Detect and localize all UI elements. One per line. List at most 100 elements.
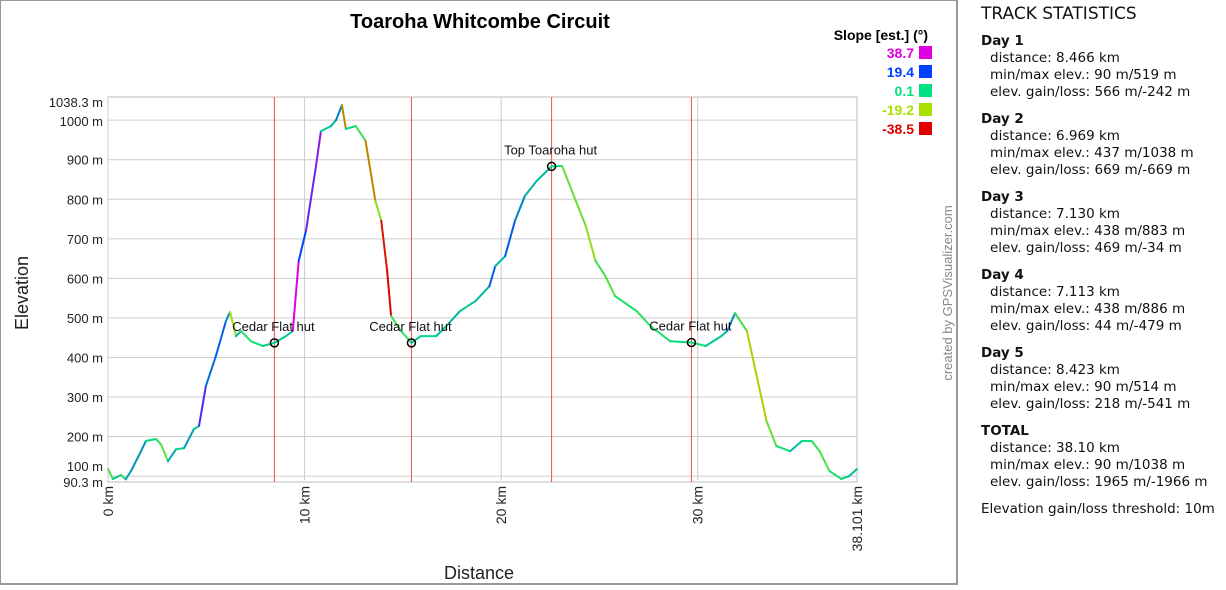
y-tick-label: 400 m [67, 350, 103, 365]
elevation-segment [690, 341, 707, 348]
y-tick-label: 800 m [67, 192, 103, 207]
elevation-segment [445, 310, 461, 328]
section-title: Day 1 [981, 33, 1024, 49]
waypoint-marker[interactable] [269, 338, 280, 348]
elevation-chart: Toaroha Whitcombe Circuit Distance Eleva… [0, 0, 958, 585]
x-axis-label: Distance [444, 563, 514, 583]
elevation-segment [574, 199, 587, 227]
y-tick-label: 1038.3 m [49, 95, 103, 110]
gain-loss-text: elev. gain/loss: 669 m/-669 m [990, 162, 1191, 178]
legend-swatch [919, 103, 932, 116]
x-tick-label: 0 km [100, 486, 116, 516]
stats-section: Day 5 distance: 8.423 km min/max elev.: 90… [981, 345, 1215, 413]
elevation-segment [214, 320, 227, 357]
legend-swatch [919, 84, 932, 97]
x-tick-label: 10 km [297, 486, 313, 524]
min-max-elevation-text: min/max elev.: 438 m/886 m [990, 301, 1186, 317]
waypoint-label: Cedar Flat hut [649, 318, 732, 333]
elevation-segment [848, 468, 858, 478]
elevation-segment [488, 265, 497, 288]
elevation-segment [198, 384, 207, 427]
elevation-segment [273, 335, 287, 344]
chart-title: Toaroha Whitcombe Circuit [350, 11, 610, 33]
elevation-segment [229, 311, 237, 338]
elevation-segment [140, 439, 147, 453]
y-tick-label: 500 m [67, 311, 103, 326]
waypoint-marker[interactable] [686, 337, 697, 348]
stats-title: TRACK STATISTICS [981, 4, 1137, 24]
elevation-segment [474, 285, 491, 302]
elevation-segment [354, 125, 367, 142]
elevation-segment [304, 165, 317, 232]
elevation-segment [410, 335, 422, 344]
section-title: Day 4 [981, 267, 1024, 283]
elevation-segment [523, 180, 538, 198]
elevation-segment [745, 329, 758, 378]
credit-text: created by GPSVisualizer.com [940, 205, 955, 380]
min-max-elevation-text: min/max elev.: 437 m/1038 m [990, 145, 1194, 161]
min-max-elevation-text: min/max elev.: 90 m/1038 m [990, 457, 1186, 473]
section-title: Day 3 [981, 189, 1024, 205]
y-tick-label: 300 m [67, 390, 103, 405]
min-max-elevation-text: min/max elev.: 90 m/514 m [990, 379, 1177, 395]
stats-section: Day 1 distance: 8.466 km min/max elev.: 90… [981, 33, 1215, 101]
legend-label: 0.1 [895, 83, 915, 99]
stats-section: Day 2 distance: 6.969 km min/max elev.: 43… [981, 111, 1215, 179]
stats-section: TOTAL distance: 38.10 km min/max elev.: 90… [981, 423, 1215, 491]
y-tick-label: 700 m [67, 232, 103, 247]
elevation-segment [261, 341, 276, 348]
elevation-segment [604, 275, 617, 298]
waypoint-label: Cedar Flat hut [369, 319, 452, 334]
elevation-segment [561, 165, 577, 202]
elevation-segment [111, 473, 122, 480]
x-tick-label: 38.101 km [849, 486, 865, 551]
elevation-segment [130, 450, 143, 473]
y-tick-label: 90.3 m [63, 475, 103, 490]
min-max-elevation-text: min/max elev.: 90 m/519 m [990, 67, 1177, 83]
elevation-segment [119, 473, 127, 481]
elevation-segment [458, 299, 477, 313]
elevation-segment [765, 420, 778, 448]
elevation-segment [726, 312, 737, 332]
elevation-segment [183, 428, 195, 450]
distance-text: distance: 8.466 km [990, 50, 1120, 66]
x-tick-label: 20 km [493, 486, 509, 524]
waypoint-label: Top Toaroha hut [504, 142, 597, 157]
legend-title: Slope [est.] (°) [834, 27, 928, 43]
section-title: Day 2 [981, 111, 1024, 127]
elevation-segment [818, 450, 831, 473]
elevation-segment [828, 470, 843, 480]
elevation-segment [504, 220, 516, 258]
elevation-segment [704, 335, 723, 348]
elevation-segment [166, 448, 178, 463]
stats-day-list: Day 1 distance: 8.466 km min/max elev.: 90… [981, 33, 1215, 491]
legend-swatch [919, 65, 932, 78]
elevation-segment [399, 329, 413, 344]
waypoint-marker[interactable] [546, 161, 557, 172]
elevation-segment [840, 475, 851, 480]
elevation-segment [284, 329, 294, 338]
elevation-segment [340, 104, 347, 130]
elevation-segment [160, 443, 169, 463]
gain-loss-text: elev. gain/loss: 218 m/-541 m [990, 396, 1191, 412]
elevation-segment [720, 329, 729, 338]
elevation-segment [594, 259, 607, 278]
elevation-segment [649, 325, 672, 343]
elevation-segment [204, 354, 217, 387]
elevation-segment [224, 311, 232, 323]
distance-text: distance: 6.969 km [990, 128, 1120, 144]
elevation-segment [107, 468, 114, 480]
legend-label: -38.5 [882, 121, 914, 137]
elevation-segment [775, 445, 792, 453]
elevation-segment [614, 295, 638, 313]
legend-label: 19.4 [887, 64, 914, 80]
elevation-segment [314, 130, 322, 168]
distance-text: distance: 7.113 km [990, 284, 1120, 300]
elevation-segment [584, 224, 597, 262]
distance-text: distance: 38.10 km [990, 440, 1120, 456]
y-tick-label: 1000 m [60, 114, 103, 129]
elevation-segment [319, 125, 332, 133]
waypoint-marker[interactable] [406, 338, 417, 348]
threshold-text: Elevation gain/loss threshold: 10m [981, 501, 1215, 517]
y-axis-label: Elevation [12, 256, 32, 330]
